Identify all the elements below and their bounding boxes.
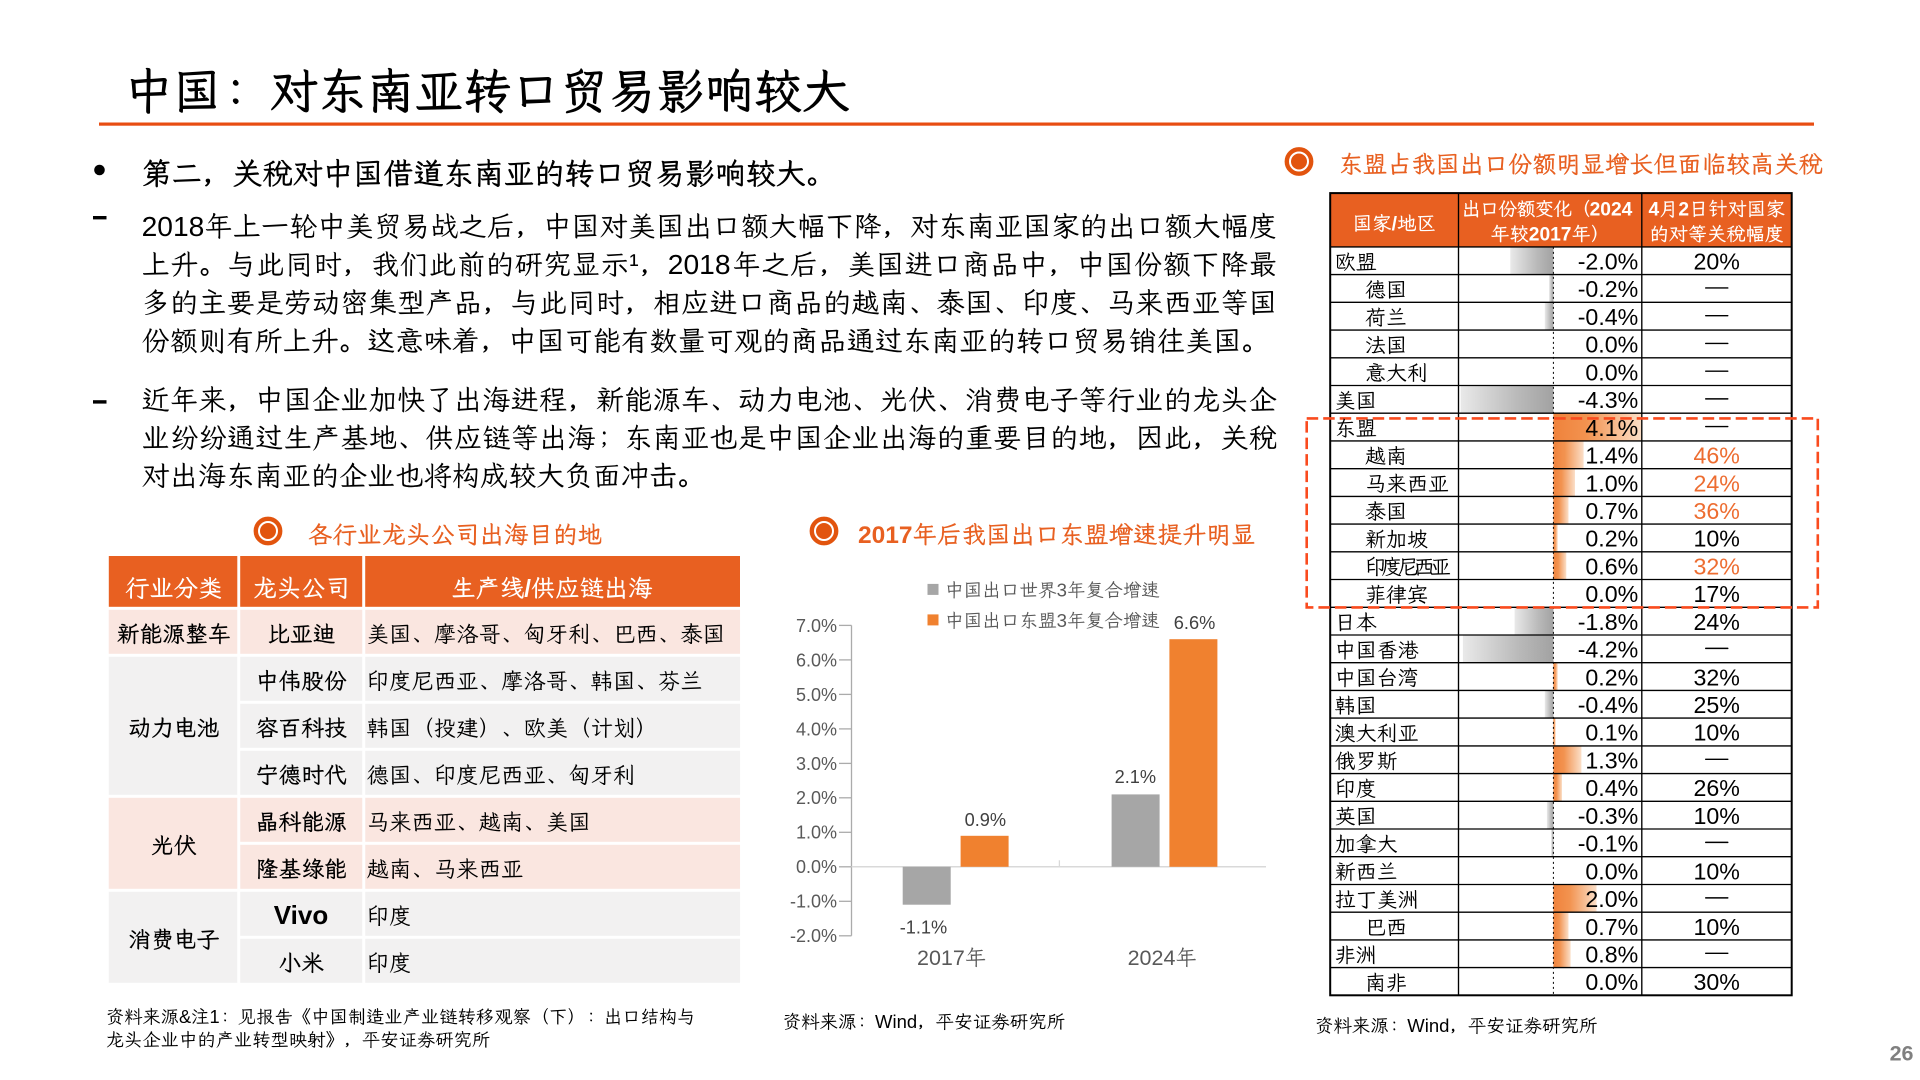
svg-text:-4.2%: -4.2% <box>1578 637 1639 663</box>
svg-text:0.0%: 0.0% <box>1585 969 1638 995</box>
svg-text:2024: 2024 <box>1128 946 1176 970</box>
svg-text:0.0%: 0.0% <box>1585 359 1638 385</box>
svg-text:3.0%: 3.0% <box>796 754 837 774</box>
svg-text:26: 26 <box>1890 1042 1914 1066</box>
svg-text:10%: 10% <box>1694 720 1740 746</box>
svg-text:32%: 32% <box>1694 553 1740 579</box>
svg-text:-0.4%: -0.4% <box>1578 304 1639 330</box>
svg-text:-0.2%: -0.2% <box>1578 276 1639 302</box>
svg-text:1.3%: 1.3% <box>1585 748 1638 774</box>
svg-text:1.0%: 1.0% <box>796 823 837 843</box>
svg-text:6.0%: 6.0% <box>796 650 837 670</box>
svg-text:0.6%: 0.6% <box>1585 553 1638 579</box>
svg-text:2018: 2018 <box>142 210 205 242</box>
svg-text:Wind: Wind <box>1407 1015 1449 1036</box>
svg-text:36%: 36% <box>1694 498 1740 524</box>
svg-text:2017: 2017 <box>917 946 965 970</box>
svg-text:0.1%: 0.1% <box>1585 720 1638 746</box>
svg-text:0.2%: 0.2% <box>1585 664 1638 690</box>
svg-text:3: 3 <box>1057 579 1067 600</box>
svg-text:2: 2 <box>1678 200 1689 221</box>
svg-text:3: 3 <box>1057 610 1067 631</box>
svg-text:0.7%: 0.7% <box>1585 498 1638 524</box>
svg-text:2017: 2017 <box>1529 225 1572 246</box>
svg-text:1: 1 <box>210 1006 220 1027</box>
svg-text:2018: 2018 <box>668 248 731 280</box>
svg-text:-1.8%: -1.8% <box>1578 609 1639 635</box>
svg-text:6.6%: 6.6% <box>1174 613 1215 633</box>
svg-text:2024: 2024 <box>1590 200 1633 221</box>
svg-text:25%: 25% <box>1694 692 1740 718</box>
svg-text:24%: 24% <box>1694 609 1740 635</box>
svg-text:2.0%: 2.0% <box>1585 886 1638 912</box>
svg-text:0.9%: 0.9% <box>965 810 1006 830</box>
svg-text:10%: 10% <box>1694 858 1740 884</box>
svg-text:17%: 17% <box>1694 581 1740 607</box>
svg-text:/: / <box>524 575 531 602</box>
svg-text:¹: ¹ <box>629 248 638 280</box>
svg-text:30%: 30% <box>1694 969 1740 995</box>
svg-text:26%: 26% <box>1694 775 1740 801</box>
svg-text:-1.1%: -1.1% <box>900 918 948 938</box>
svg-text:2.1%: 2.1% <box>1115 767 1156 787</box>
svg-text:-4.3%: -4.3% <box>1578 387 1639 413</box>
svg-text:2017: 2017 <box>858 522 913 549</box>
svg-text:4: 4 <box>1649 200 1660 221</box>
svg-text:-0.1%: -0.1% <box>1578 831 1639 857</box>
svg-text:0.8%: 0.8% <box>1585 942 1638 968</box>
svg-text:20%: 20% <box>1694 249 1740 275</box>
svg-text:10%: 10% <box>1694 803 1740 829</box>
svg-text:1.4%: 1.4% <box>1585 443 1638 469</box>
svg-text:0.0%: 0.0% <box>1585 332 1638 358</box>
svg-text:0.0%: 0.0% <box>1585 581 1638 607</box>
svg-text:/: / <box>1392 213 1398 235</box>
svg-text:Vivo: Vivo <box>274 900 328 930</box>
svg-text:0.0%: 0.0% <box>796 857 837 877</box>
svg-text:0.0%: 0.0% <box>1585 858 1638 884</box>
svg-text:&: & <box>179 1006 191 1027</box>
svg-text:24%: 24% <box>1694 470 1740 496</box>
svg-text:-2.0%: -2.0% <box>790 926 837 946</box>
svg-text:7.0%: 7.0% <box>796 616 837 636</box>
svg-text:-0.4%: -0.4% <box>1578 692 1639 718</box>
svg-text:-0.3%: -0.3% <box>1578 803 1639 829</box>
svg-text:4.0%: 4.0% <box>796 719 837 739</box>
svg-text:2.0%: 2.0% <box>796 788 837 808</box>
svg-text:Wind: Wind <box>875 1011 917 1032</box>
svg-text:0.7%: 0.7% <box>1585 914 1638 940</box>
svg-text:-1.0%: -1.0% <box>790 892 837 912</box>
svg-text:10%: 10% <box>1694 526 1740 552</box>
svg-text:-2.0%: -2.0% <box>1578 249 1639 275</box>
svg-text:4.1%: 4.1% <box>1585 415 1638 441</box>
svg-text:1.0%: 1.0% <box>1585 470 1638 496</box>
svg-text:46%: 46% <box>1694 443 1740 469</box>
svg-text:5.0%: 5.0% <box>796 685 837 705</box>
svg-text:0.2%: 0.2% <box>1585 526 1638 552</box>
svg-text:0.4%: 0.4% <box>1585 775 1638 801</box>
svg-text:10%: 10% <box>1694 914 1740 940</box>
svg-text:32%: 32% <box>1694 664 1740 690</box>
